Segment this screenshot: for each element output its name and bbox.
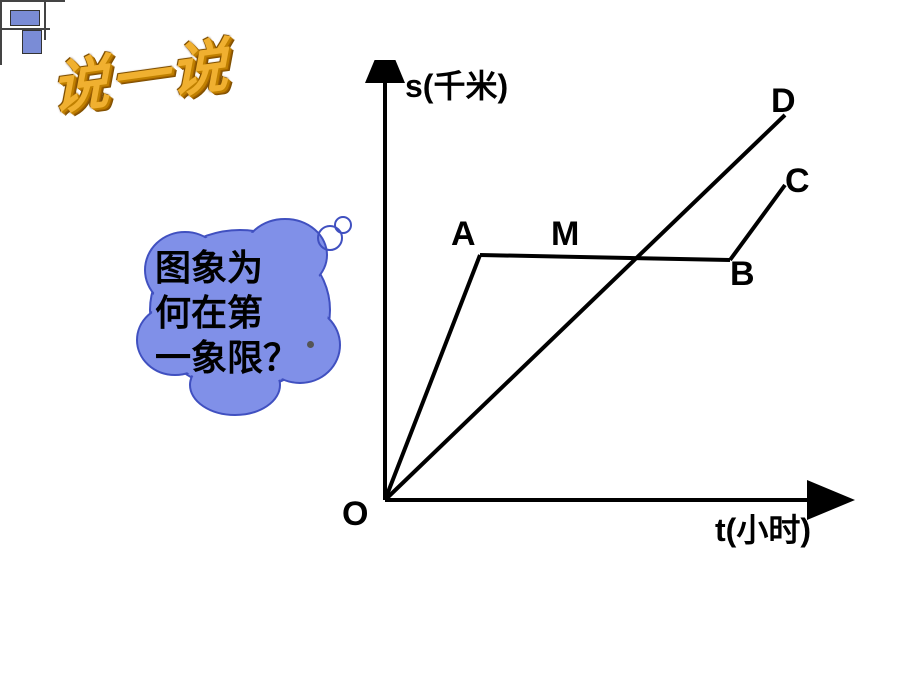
corner-line xyxy=(0,28,50,30)
cloud-line1: 图象为 xyxy=(155,245,299,290)
chart: s(千米) t(小时) O A M B C D xyxy=(325,60,885,560)
corner-line xyxy=(0,0,2,65)
y-axis-label: s(千米) xyxy=(405,61,508,107)
origin-label: O xyxy=(342,495,368,534)
line-OD xyxy=(385,115,785,500)
x-axis-label: t(小时) xyxy=(715,505,811,551)
point-B: B xyxy=(730,255,755,294)
line-AB xyxy=(480,255,730,260)
cloud-line3: 一象限？ xyxy=(155,335,299,380)
point-A: A xyxy=(451,215,476,254)
page-indicator-dot xyxy=(307,341,314,348)
point-C: C xyxy=(785,162,810,201)
chart-svg xyxy=(325,60,885,560)
corner-line xyxy=(0,0,65,2)
point-D: D xyxy=(771,82,796,121)
corner-line xyxy=(44,0,46,40)
corner-block xyxy=(10,10,40,26)
point-M: M xyxy=(551,215,579,254)
corner-block xyxy=(22,30,42,54)
line-BC xyxy=(730,185,785,260)
cloud-line2: 何在第 xyxy=(155,290,299,335)
line-OA xyxy=(385,255,480,500)
cloud-text: 图象为 何在第 一象限？ xyxy=(155,245,299,380)
